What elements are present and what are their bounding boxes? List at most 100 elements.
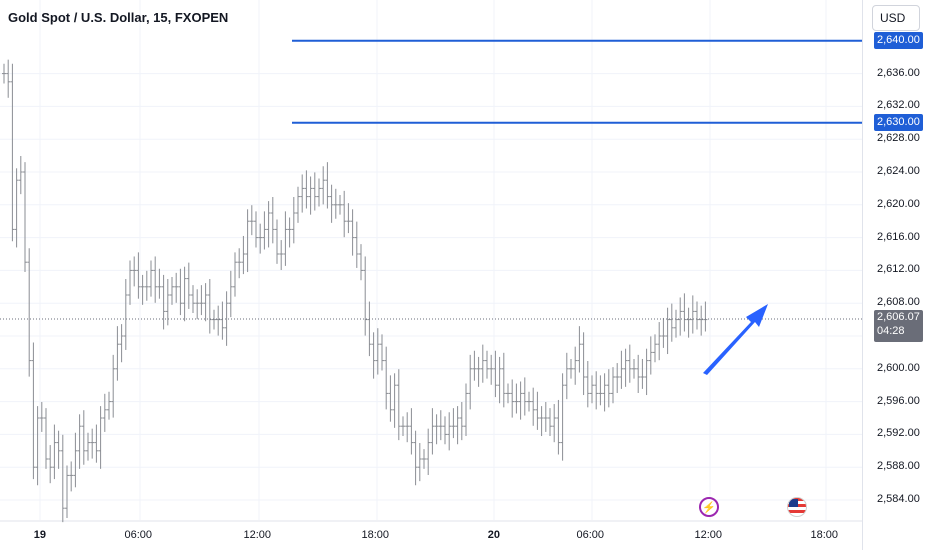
ohlc-bar [44,408,48,469]
ohlc-bar [510,379,515,418]
time-tick-label: 18:00 [361,529,390,541]
ohlc-bar [409,408,414,455]
ohlc-bar [611,367,615,404]
ohlc-bar [699,305,704,336]
countdown-label: 04:28 [877,325,905,338]
ohlc-bar [48,445,53,484]
ohlc-bar [69,461,74,492]
ohlc-bar [275,219,279,264]
ohlc-bar [149,260,153,297]
ohlc-bar [216,305,221,336]
ohlc-bar [18,156,23,195]
ohlc-bar [413,430,418,486]
ohlc-bar [455,406,460,445]
ohlc-bar [443,416,447,445]
ohlc-bar [375,328,380,375]
ohlc-bar [396,369,401,441]
ohlc-bar [157,268,162,299]
ohlc-bar [207,279,212,334]
ohlc-bar [23,162,27,273]
ohlc-bar [329,184,334,223]
ohlc-bar [703,301,708,332]
ohlc-bar [489,354,494,385]
price-tick-label: 2,620.00 [877,197,920,210]
ohlc-bar [602,373,607,412]
price-axis[interactable] [862,0,932,550]
ohlc-bar [480,344,485,383]
ohlc-bar [14,168,19,248]
ohlc-bar [522,377,527,416]
ohlc-bar [31,342,36,480]
ohlc-bar [690,295,695,334]
ohlc-bar [258,223,263,254]
time-tick-label: 18:00 [810,529,839,541]
ohlc-bar [312,172,317,211]
ohlc-bar [203,283,208,322]
ohlc-bar [451,408,456,439]
ohlc-bar [136,252,141,299]
ohlc-bar [254,211,258,248]
ohlc-bar [514,383,519,414]
ohlc-bar [459,402,464,441]
lightning-event-icon[interactable]: ⚡ [699,497,719,517]
time-tick-label: 06:00 [576,529,605,541]
ohlc-bar [304,170,309,209]
up-arrow-drawing[interactable] [703,304,768,375]
ohlc-bar [384,346,389,410]
ohlc-bar [39,402,44,432]
ohlc-bar [367,301,372,357]
ohlc-bar [56,430,61,469]
ohlc-bar [287,217,292,248]
ohlc-bar [564,352,569,400]
us-flag-event-icon[interactable] [787,497,807,517]
ohlc-bar [606,369,611,408]
ohlc-bar [644,348,649,396]
ohlc-bar [81,410,86,465]
ohlc-bar [363,256,368,336]
ohlc-bar [140,274,145,305]
ohlc-bar [191,285,195,314]
ohlc-bar [338,194,342,215]
ohlc-bar [220,301,225,340]
ohlc-bar [556,399,561,455]
time-tick-label: 12:00 [243,529,272,541]
ohlc-bar [585,361,590,408]
price-tick-label: 2,632.00 [877,99,920,112]
ohlc-bar [438,410,443,441]
symbol-title: Gold Spot / U.S. Dollar, 15, FXOPEN [8,10,229,25]
ohlc-bar [640,358,645,389]
ohlc-bar [333,188,338,219]
ohlc-bar [535,391,540,430]
ohlc-bar [342,190,347,238]
ohlc-bar [497,356,502,404]
ohlc-bar [598,375,603,406]
ohlc-bar [350,209,355,256]
ohlc-bar [174,272,179,303]
ohlc-bar [695,301,699,330]
time-tick-label: 06:00 [124,529,153,541]
price-tick-label: 2,608.00 [877,296,920,309]
currency-button[interactable]: USD [872,5,920,31]
ohlc-bar [619,350,624,389]
ohlc-bar [682,293,687,332]
ohlc-bar [434,414,439,445]
ohlc-bar [262,211,267,250]
ohlc-bar [153,256,158,303]
ohlc-bar [291,197,296,244]
ohlc-bar [86,432,90,461]
ohlc-bar [392,373,397,428]
ohlc-bar [132,256,137,287]
ohlc-bar [233,252,237,297]
ohlc-bar [665,307,670,355]
ohlc-bar [636,354,641,393]
ohlc-bar [472,350,477,381]
ohlc-bar [119,324,124,363]
price-tick-label: 2,596.00 [877,394,920,407]
ohlc-bar [543,402,548,432]
ohlc-bar [170,276,174,305]
ohlc-bar [552,404,557,443]
ohlc-bar [115,326,120,381]
ohlc-bar [359,244,363,281]
price-tick-label: 2,628.00 [877,132,920,145]
